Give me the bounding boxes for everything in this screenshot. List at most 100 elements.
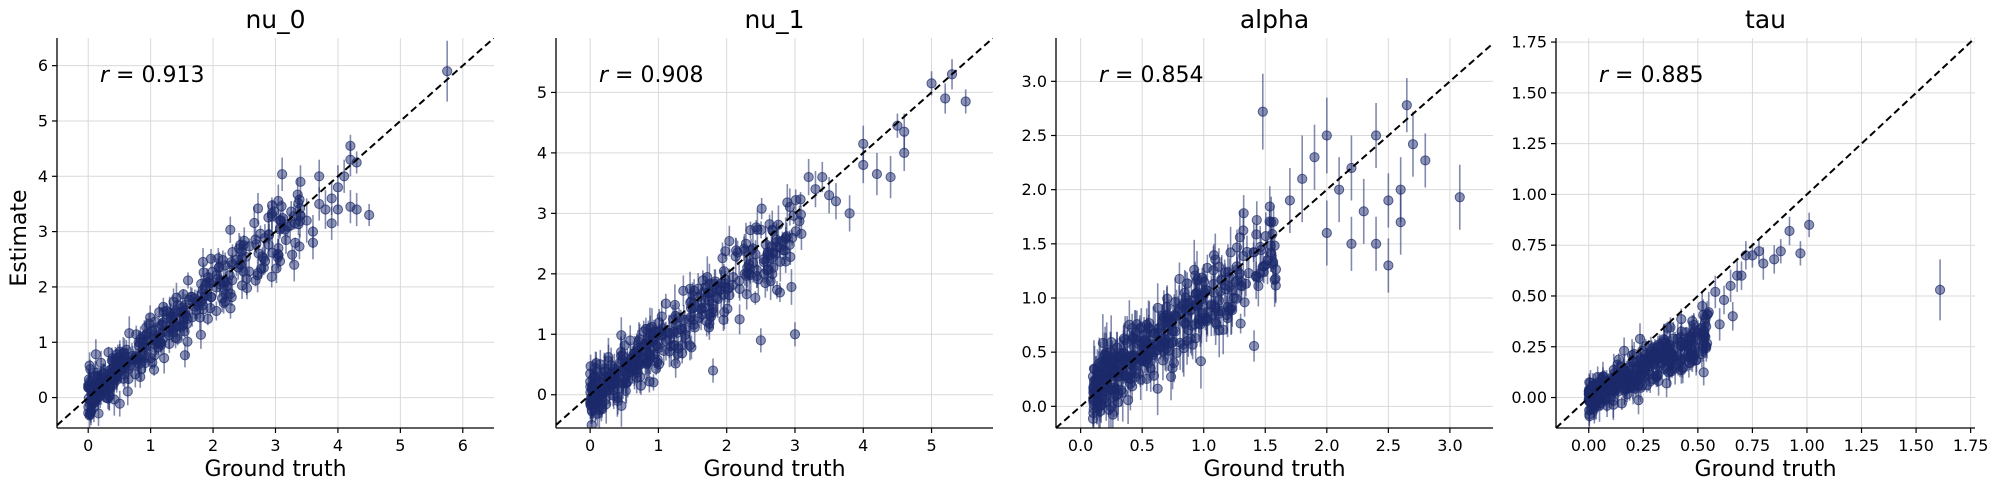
data-point	[696, 298, 707, 309]
data-point	[1692, 327, 1703, 338]
data-point	[1165, 371, 1177, 382]
data-point	[1105, 346, 1116, 358]
data-point	[1647, 373, 1659, 385]
data-point	[585, 381, 596, 392]
correlation-value: = 0.854	[1108, 63, 1203, 88]
data-point	[1676, 314, 1687, 325]
data-point	[84, 409, 96, 420]
data-point	[741, 289, 752, 300]
data-point	[1346, 238, 1357, 249]
data-point	[1097, 394, 1108, 405]
correlation-label: r = 0.908	[599, 63, 703, 88]
data-point	[686, 342, 697, 353]
data-point	[1687, 316, 1698, 327]
data-point	[1123, 395, 1134, 406]
data-point	[216, 293, 228, 304]
data-point	[724, 235, 735, 247]
data-point	[289, 259, 300, 270]
data-point	[706, 307, 717, 319]
data-point	[197, 284, 208, 295]
data-point	[824, 190, 835, 201]
data-point	[227, 247, 238, 258]
y-tick-label: 2	[537, 264, 547, 283]
data-point	[1238, 208, 1249, 219]
data-point	[670, 358, 681, 369]
data-point	[1257, 106, 1268, 117]
data-point	[703, 322, 715, 333]
data-point	[241, 273, 252, 284]
data-point	[585, 361, 596, 372]
data-point	[720, 246, 731, 257]
data-point	[782, 197, 793, 208]
data-point	[1107, 356, 1118, 367]
data-point	[273, 195, 284, 207]
x-tick-label: 0.5	[1129, 436, 1154, 455]
panel-2: 0.0 0.5 1.0 1.5 2.0 2.5 3.0 0.0 0.5 1.0 1.5 2.0 2.5 3…	[1022, 5, 1493, 482]
data-point	[320, 204, 331, 215]
data-point	[1260, 231, 1271, 242]
data-point	[1139, 335, 1150, 346]
data-point	[1454, 192, 1465, 203]
data-point	[351, 204, 362, 215]
data-point	[1119, 333, 1130, 344]
data-point	[1676, 355, 1687, 366]
x-tick-label: 0.00	[1571, 436, 1607, 455]
data-point	[734, 314, 745, 325]
data-point	[202, 313, 213, 324]
data-point	[197, 256, 209, 268]
data-point	[899, 126, 910, 137]
y-tick-label: 1.25	[1511, 134, 1547, 153]
data-point	[225, 288, 236, 299]
data-point	[777, 235, 788, 246]
data-point	[1358, 206, 1369, 217]
data-point	[760, 277, 771, 289]
x-tick-label: 5	[926, 436, 936, 455]
data-point	[767, 269, 778, 280]
data-point	[727, 272, 739, 283]
data-point	[1321, 227, 1332, 239]
x-tick-label: 1.25	[1844, 436, 1880, 455]
data-point	[785, 251, 796, 263]
data-point	[197, 300, 208, 311]
data-point	[1097, 337, 1108, 349]
data-point	[1697, 301, 1708, 312]
grid	[57, 38, 494, 428]
data-point	[84, 360, 95, 371]
data-point	[1601, 392, 1612, 404]
data-point	[789, 329, 801, 340]
correlation-symbol: r	[599, 63, 610, 88]
data-point	[751, 270, 763, 282]
data-point	[1190, 333, 1201, 344]
data-point	[803, 171, 814, 183]
data-point	[619, 374, 630, 385]
data-point	[810, 184, 821, 195]
data-point	[1177, 339, 1188, 350]
data-point	[1753, 246, 1765, 257]
data-point	[1309, 152, 1320, 163]
y-tick-label: 0.25	[1511, 337, 1547, 356]
data-point	[750, 249, 761, 260]
data-point	[134, 358, 145, 369]
data-point	[1168, 336, 1179, 347]
data-point	[1152, 383, 1163, 394]
x-tick-label: 6	[458, 436, 468, 455]
data-point	[669, 299, 680, 311]
data-point	[1094, 358, 1105, 369]
x-tick-label: 1.50	[1898, 436, 1934, 455]
identity-line	[1556, 38, 1975, 428]
data-point	[1727, 311, 1738, 322]
data-point	[332, 204, 344, 215]
data-point	[123, 351, 134, 363]
data-point	[1148, 370, 1160, 381]
data-point	[1648, 342, 1659, 353]
data-point	[290, 237, 301, 248]
data-point	[1197, 272, 1208, 283]
data-point	[1616, 398, 1627, 409]
data-point	[277, 169, 288, 180]
data-point	[1265, 240, 1276, 251]
y-tick-label: 1.50	[1511, 83, 1547, 102]
data-point	[771, 284, 783, 295]
data-point	[1238, 250, 1249, 262]
data-point	[1116, 384, 1127, 396]
